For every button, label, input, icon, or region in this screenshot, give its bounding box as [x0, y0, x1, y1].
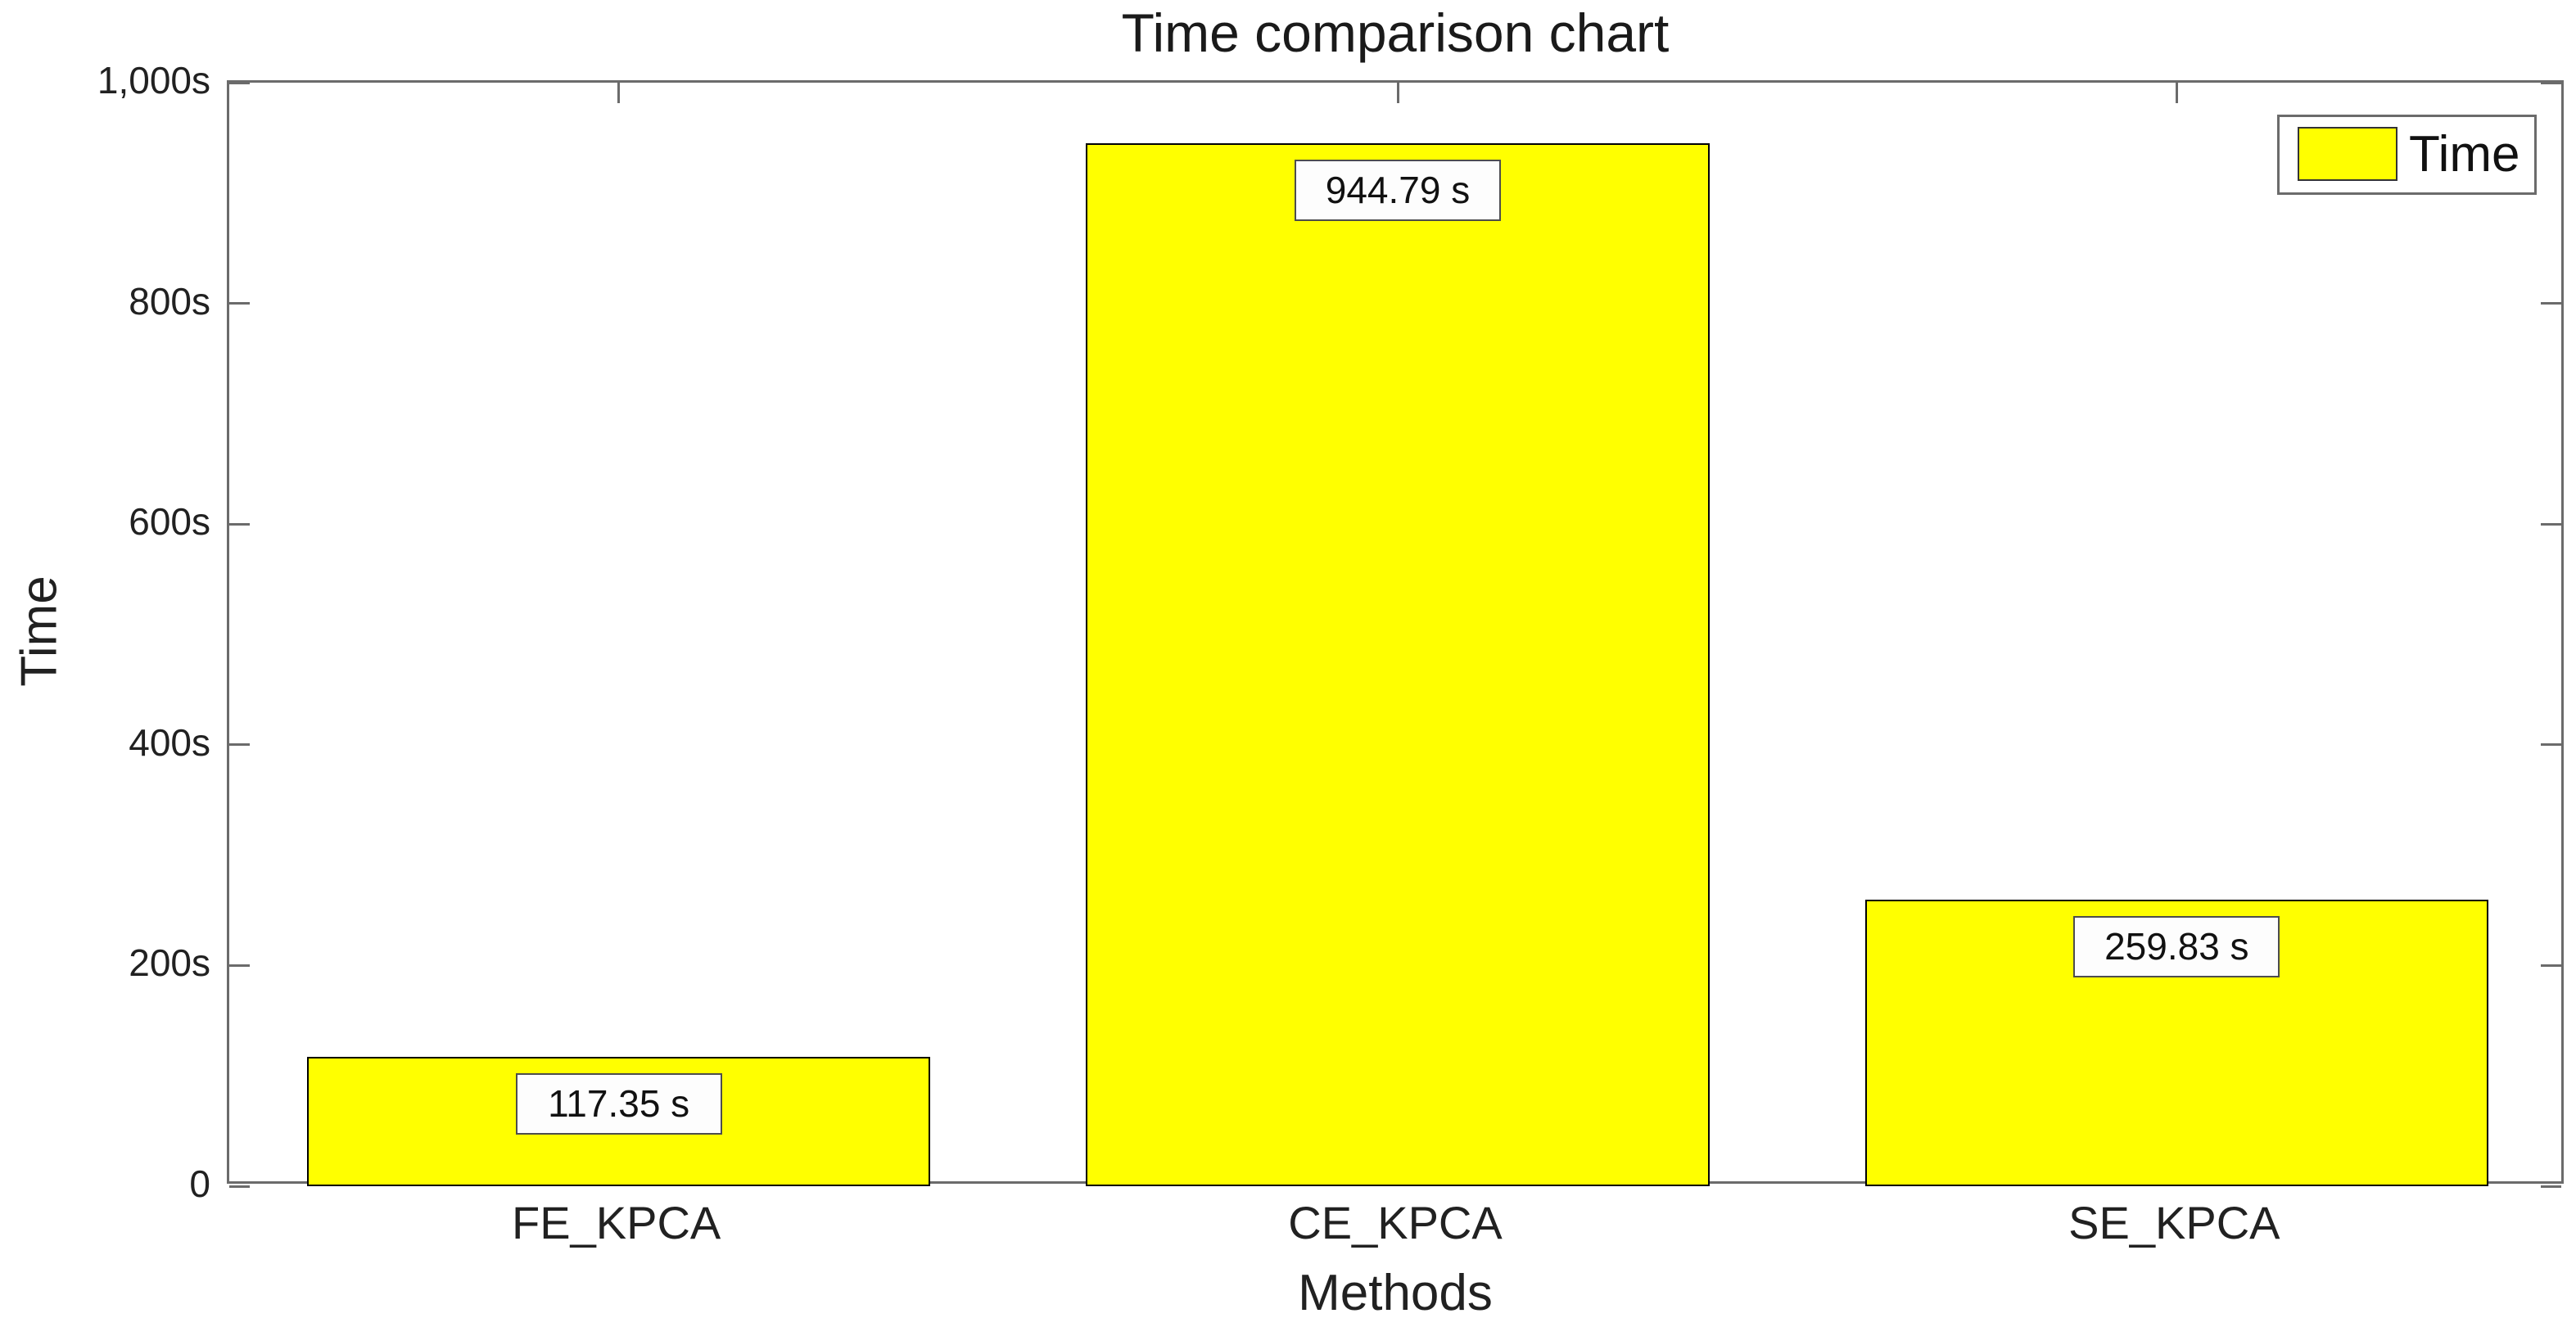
legend: Time [2277, 115, 2537, 195]
y-tick-label: 1,000s [97, 59, 210, 102]
x-tick-mark-top [1396, 83, 1399, 103]
y-tick-mark-right [2541, 522, 2561, 526]
y-tick-mark [229, 302, 250, 305]
y-tick-mark [229, 81, 250, 84]
y-tick-mark [229, 522, 250, 526]
y-tick-mark-right [2541, 302, 2561, 305]
y-tick-label: 400s [129, 720, 210, 764]
y-tick-mark-right [2541, 964, 2561, 967]
bar-value-label: 944.79 s [1295, 160, 1501, 222]
y-tick-label: 200s [129, 941, 210, 985]
y-tick-mark-right [2541, 81, 2561, 84]
legend-swatch-time-icon [2298, 127, 2397, 181]
plot-area: Time 117.35 s 944.79 s 259.83 s [227, 80, 2564, 1188]
x-tick-mark-top [2175, 83, 2178, 103]
y-tick-mark [229, 964, 250, 967]
bar-value-label: 117.35 s [515, 1072, 722, 1135]
y-axis-label: Time [11, 575, 68, 687]
bar-ce_kpca [1086, 143, 1710, 1186]
x-tick-label: CE_KPCA [1288, 1197, 1503, 1248]
y-tick-mark-right [2541, 743, 2561, 747]
x-tick-mark-top [617, 83, 621, 103]
chart-title: Time comparison chart [1121, 2, 1670, 63]
y-tick-mark-right [2541, 1185, 2561, 1188]
y-tick-label: 800s [129, 279, 210, 323]
y-tick-label: 0 [189, 1162, 210, 1205]
legend-label: Time [2409, 126, 2520, 183]
x-tick-label: SE_KPCA [2068, 1197, 2280, 1248]
y-tick-mark [229, 1185, 250, 1188]
x-axis-label: Methods [1298, 1265, 1493, 1321]
bar-value-label: 259.83 s [2073, 915, 2280, 977]
x-tick-label: FE_KPCA [512, 1197, 721, 1248]
y-tick-mark [229, 743, 250, 747]
y-tick-label: 600s [129, 500, 210, 544]
